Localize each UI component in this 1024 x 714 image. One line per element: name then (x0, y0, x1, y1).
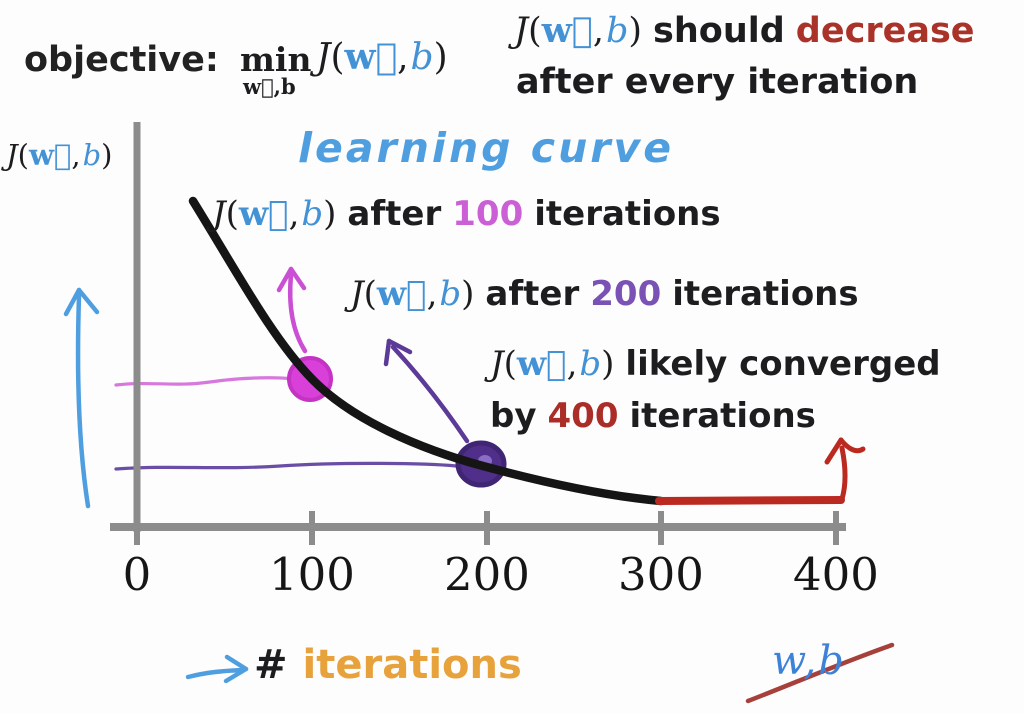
y-direction-arrow-icon (63, 287, 100, 509)
x-axis (110, 511, 846, 545)
annotation-200-iterations: J(w⃗,b) after 200 iterations (350, 274, 859, 314)
note-line-2: after every iteration (516, 62, 919, 102)
annotation-unit: iterations (534, 194, 721, 234)
annotation-converged-text: likely converged (625, 344, 941, 384)
annotation-100-value: 100 (452, 194, 524, 234)
x-axis-label: # iterations (254, 642, 522, 688)
cost-formula: J(w⃗,b) (490, 344, 615, 384)
cost-formula: J(w⃗,b) (316, 36, 448, 78)
x-axis-ticks (134, 511, 839, 545)
up-arrow-200-icon (383, 338, 470, 444)
note-line-1: J(w⃗,b) should decrease (514, 10, 975, 51)
cost-formula: J(w⃗,b) (350, 274, 475, 314)
chart-title: learning curve (298, 124, 675, 172)
min-operator: min (240, 40, 312, 79)
annotation-400-line-2: by 400 iterations (490, 396, 816, 436)
note-decrease: decrease (795, 11, 975, 51)
ref-line-200 (114, 461, 458, 471)
y-axis-label: J(w⃗,b) (6, 138, 112, 172)
hash-symbol: # (254, 642, 288, 688)
annotation-by: by (490, 396, 537, 436)
ref-line-100 (114, 376, 296, 387)
annotation-unit: iterations (629, 396, 816, 436)
cost-curve (188, 196, 666, 506)
crossed-out-wb: w,b (772, 638, 846, 684)
x-tick-label-200: 200 (444, 548, 530, 601)
cost-formula: J(w⃗,b) (212, 194, 337, 234)
min-subscript: w⃗,b (243, 74, 296, 99)
cost-formula: J(w⃗,b) (514, 10, 643, 51)
note-should: should (653, 11, 785, 51)
converged-segment-red (655, 496, 845, 505)
x-axis-label-text: iterations (302, 642, 522, 688)
annotation-200-value: 200 (590, 274, 662, 314)
annotation-100-iterations: J(w⃗,b) after 100 iterations (212, 194, 721, 234)
objective-label: objective: (24, 40, 219, 80)
x-tick-label-300: 300 (618, 548, 704, 601)
strikethrough-line (745, 642, 895, 704)
objective-cost-formula: J(w⃗,b) (316, 36, 448, 78)
x-tick-label-100: 100 (269, 548, 355, 601)
x-direction-arrow-icon (185, 654, 249, 684)
x-tick-label-400: 400 (793, 548, 879, 601)
annotation-400-line-1: J(w⃗,b) likely converged (490, 344, 941, 384)
annotation-unit: iterations (672, 274, 859, 314)
up-arrow-100-icon (276, 266, 308, 354)
annotation-400-value: 400 (547, 396, 619, 436)
annotation-after: after (347, 194, 442, 234)
x-tick-label-0: 0 (122, 548, 152, 601)
up-arrow-400-icon (824, 437, 866, 502)
cost-formula: J(w⃗,b) (6, 138, 113, 172)
annotation-after: after (485, 274, 580, 314)
